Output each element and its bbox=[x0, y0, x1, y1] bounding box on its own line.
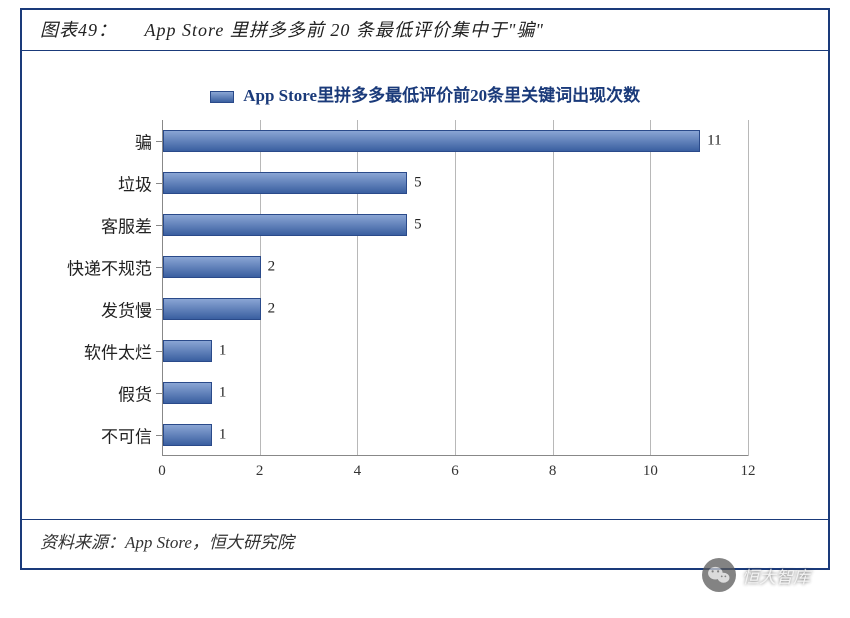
category-label: 垃圾 bbox=[47, 171, 152, 196]
bar-value-label: 5 bbox=[414, 217, 422, 234]
y-tick bbox=[156, 351, 162, 352]
bar-row: 不可信1 bbox=[162, 421, 748, 449]
bar-value-label: 1 bbox=[219, 427, 227, 444]
bar bbox=[163, 172, 407, 194]
chart-frame: 图表49： App Store 里拼多多前 20 条最低评价集中于"骗" App… bbox=[20, 8, 830, 570]
x-axis bbox=[162, 455, 748, 456]
bar bbox=[163, 130, 700, 152]
bar-value-label: 2 bbox=[268, 301, 276, 318]
chart-title-row: 图表49： App Store 里拼多多前 20 条最低评价集中于"骗" bbox=[22, 10, 828, 51]
bar bbox=[163, 424, 212, 446]
x-tick-label: 6 bbox=[451, 463, 459, 480]
category-label: 客服差 bbox=[47, 213, 152, 238]
x-tick-label: 8 bbox=[549, 463, 557, 480]
gridline bbox=[748, 120, 749, 456]
category-label: 不可信 bbox=[47, 423, 152, 448]
legend: App Store里拼多多最低评价前20条里关键词出现次数 bbox=[52, 81, 798, 106]
bar-value-label: 1 bbox=[219, 343, 227, 360]
chart-title: App Store 里拼多多前 20 条最低评价集中于"骗" bbox=[145, 20, 544, 40]
bar-value-label: 1 bbox=[219, 385, 227, 402]
bar bbox=[163, 340, 212, 362]
category-label: 骗 bbox=[47, 129, 152, 154]
y-tick bbox=[156, 309, 162, 310]
legend-swatch bbox=[210, 91, 234, 103]
plot-region: 024681012骗11垃圾5客服差5快递不规范2发货慢2软件太烂1假货1不可信… bbox=[162, 120, 748, 480]
bar-value-label: 2 bbox=[268, 259, 276, 276]
x-tick-label: 12 bbox=[741, 463, 756, 480]
category-label: 发货慢 bbox=[47, 297, 152, 322]
source-row: 资料来源：App Store，恒大研究院 bbox=[22, 519, 828, 561]
bar-value-label: 5 bbox=[414, 175, 422, 192]
y-tick bbox=[156, 225, 162, 226]
y-tick bbox=[156, 267, 162, 268]
x-tick-label: 2 bbox=[256, 463, 264, 480]
bar-row: 垃圾5 bbox=[162, 169, 748, 197]
y-tick bbox=[156, 183, 162, 184]
category-label: 假货 bbox=[47, 381, 152, 406]
watermark-text: 恒大智库 bbox=[742, 563, 810, 588]
category-label: 软件太烂 bbox=[47, 339, 152, 364]
wechat-icon bbox=[702, 558, 736, 592]
bar-row: 客服差5 bbox=[162, 211, 748, 239]
y-tick bbox=[156, 141, 162, 142]
bar bbox=[163, 256, 261, 278]
bar-row: 骗11 bbox=[162, 127, 748, 155]
bar bbox=[163, 382, 212, 404]
bar-row: 快递不规范2 bbox=[162, 253, 748, 281]
bar bbox=[163, 298, 261, 320]
bar-row: 假货1 bbox=[162, 379, 748, 407]
x-tick-label: 10 bbox=[643, 463, 658, 480]
x-tick-label: 0 bbox=[158, 463, 166, 480]
chart-number: 图表49： bbox=[40, 20, 117, 40]
category-label: 快递不规范 bbox=[47, 255, 152, 280]
bar-row: 软件太烂1 bbox=[162, 337, 748, 365]
x-tick-label: 4 bbox=[354, 463, 362, 480]
chart-area: App Store里拼多多最低评价前20条里关键词出现次数 024681012骗… bbox=[22, 51, 828, 519]
bar-row: 发货慢2 bbox=[162, 295, 748, 323]
watermark: 恒大智库 bbox=[702, 558, 810, 592]
bar-value-label: 11 bbox=[707, 133, 721, 150]
y-tick bbox=[156, 393, 162, 394]
y-tick bbox=[156, 435, 162, 436]
source-text: 资料来源：App Store，恒大研究院 bbox=[40, 533, 294, 552]
legend-label: App Store里拼多多最低评价前20条里关键词出现次数 bbox=[243, 86, 640, 105]
bar bbox=[163, 214, 407, 236]
